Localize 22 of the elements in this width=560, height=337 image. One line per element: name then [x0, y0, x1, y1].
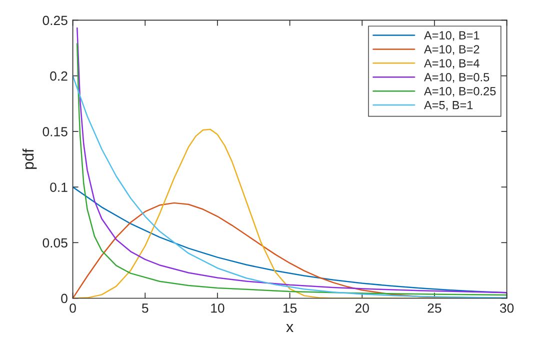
x-tick-label: 15 [283, 304, 297, 313]
legend-label: A=10, B=0.25 [424, 86, 496, 97]
x-tick-label: 0 [70, 303, 76, 313]
x-tick-label: 30 [500, 303, 514, 313]
y-tick-label: 0.2 [50, 71, 68, 81]
y-axis-title: pdf [22, 148, 37, 169]
x-tick-label: 25 [428, 303, 442, 313]
y-tick-label: 0.15 [42, 126, 68, 136]
y-tick-label: 0 [61, 294, 68, 304]
legend-label: A=10, B=2 [424, 45, 480, 55]
x-axis-title: x [286, 324, 294, 332]
legend-label: A=10, B=0.5 [424, 73, 490, 83]
y-tick-label: 0.05 [42, 238, 68, 248]
y-tick-label: 0.25 [42, 16, 68, 26]
y-tick-label: 0.1 [50, 182, 68, 192]
legend-label: A=10, B=1 [424, 31, 480, 41]
x-tick-label: 20 [355, 303, 369, 313]
legend-label: A=10, B=4 [424, 59, 480, 69]
legend-label: A=5, B=1 [424, 101, 473, 111]
line-series [72, 186, 507, 294]
x-tick-label: 5 [142, 304, 148, 313]
x-tick-label: 10 [211, 303, 224, 313]
